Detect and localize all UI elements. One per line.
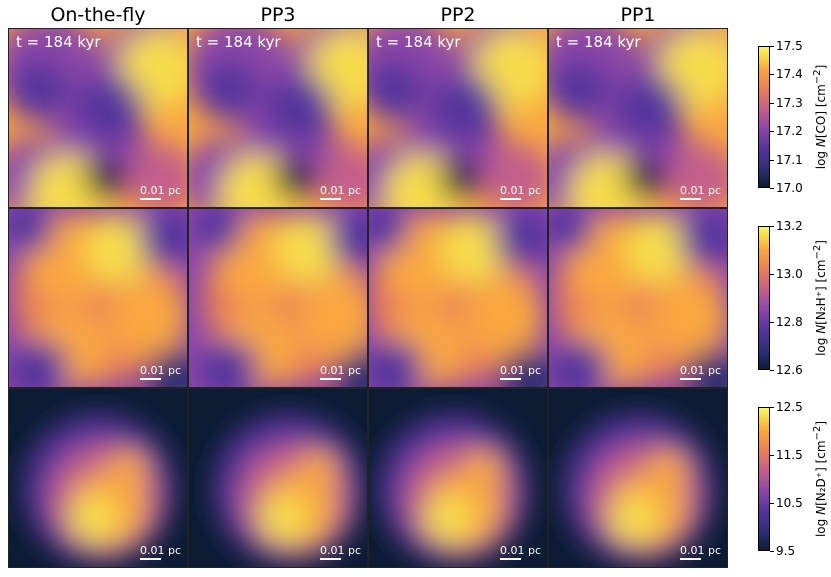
scale-bar-label: 0.01 pc — [139, 544, 181, 560]
column-title-pp2: PP2 — [440, 4, 476, 26]
heatmap-panel-r1-c4: t = 184 kyr 0.01 pc — [548, 28, 728, 208]
scale-bar-label: 0.01 pc — [319, 364, 361, 380]
colorbar-n2d — [758, 407, 770, 551]
heatmap-image — [189, 29, 367, 207]
column-title-pp3: PP3 — [260, 4, 296, 26]
heatmap-image — [189, 209, 367, 387]
heatmap-image — [549, 209, 727, 387]
tick-label: 17.2 — [776, 124, 803, 138]
scale-bar-label: 0.01 pc — [499, 544, 541, 560]
column-title-pp1: PP1 — [620, 4, 656, 26]
scale-bar — [319, 558, 341, 560]
heatmap-panel-r1-c3: t = 184 kyr 0.01 pc — [368, 28, 548, 208]
scale-bar-label: 0.01 pc — [139, 364, 181, 380]
scale-bar — [499, 198, 521, 200]
tick-label: 10.5 — [776, 496, 803, 510]
time-label: t = 184 kyr — [556, 33, 641, 51]
heatmap-image — [369, 209, 547, 387]
heatmap-image — [369, 29, 547, 207]
tick-label: 9.5 — [776, 544, 796, 558]
tick-label: 12.8 — [776, 315, 803, 329]
scale-bar — [139, 198, 161, 200]
scale-bar — [139, 558, 161, 560]
tick-label: 17.1 — [776, 153, 803, 167]
colorbar-n2h — [758, 226, 770, 370]
heatmap-image — [9, 389, 187, 567]
scale-bar — [679, 198, 701, 200]
column-title-on-the-fly: On-the-fly — [50, 4, 146, 26]
heatmap-panel-r3-c1: 0.01 pc — [8, 388, 188, 568]
colorbar-n2h-label: log N[N₂H⁺] [cm−2] — [812, 240, 828, 356]
tick-label: 17.4 — [776, 67, 803, 81]
colorbar-co — [758, 46, 770, 188]
scale-bar — [319, 198, 341, 200]
heatmap-panel-r3-c4: 0.01 pc — [548, 388, 728, 568]
tick-label: 17.5 — [776, 39, 803, 53]
heatmap-panel-r2-c1: 0.01 pc — [8, 208, 188, 388]
scale-bar — [679, 378, 701, 380]
scale-bar-label: 0.01 pc — [499, 364, 541, 380]
scale-bar-label: 0.01 pc — [139, 184, 181, 200]
tick-label: 13.0 — [776, 267, 803, 281]
colorbar-n2d-label: log N[N₂D⁺] [cm−2] — [812, 420, 828, 538]
scale-bar-label: 0.01 pc — [679, 184, 721, 200]
scale-bar-label: 0.01 pc — [319, 544, 361, 560]
heatmap-image — [9, 209, 187, 387]
scale-bar — [139, 378, 161, 380]
colorbar-co-label: log N[CO] [cm−2] — [812, 64, 828, 170]
scale-bar — [499, 378, 521, 380]
time-label: t = 184 kyr — [196, 33, 281, 51]
scale-bar-label: 0.01 pc — [319, 184, 361, 200]
heatmap-panel-r1-c1: t = 184 kyr 0.01 pc — [8, 28, 188, 208]
scale-bar-label: 0.01 pc — [679, 364, 721, 380]
time-label: t = 184 kyr — [16, 33, 101, 51]
heatmap-image — [189, 389, 367, 567]
scale-bar-label: 0.01 pc — [499, 184, 541, 200]
tick-label: 11.5 — [776, 448, 803, 462]
tick-label: 13.2 — [776, 219, 803, 233]
heatmap-image — [549, 29, 727, 207]
heatmap-panel-r1-c2: t = 184 kyr 0.01 pc — [188, 28, 368, 208]
heatmap-panel-r3-c3: 0.01 pc — [368, 388, 548, 568]
tick-label: 12.6 — [776, 363, 803, 377]
heatmap-image — [369, 389, 547, 567]
tick-label: 17.3 — [776, 96, 803, 110]
heatmap-panel-r2-c2: 0.01 pc — [188, 208, 368, 388]
heatmap-image — [9, 29, 187, 207]
scale-bar — [319, 378, 341, 380]
scale-bar — [499, 558, 521, 560]
heatmap-panel-r2-c4: 0.01 pc — [548, 208, 728, 388]
heatmap-panel-r2-c3: 0.01 pc — [368, 208, 548, 388]
heatmap-image — [549, 389, 727, 567]
tick-label: 12.5 — [776, 400, 803, 414]
time-label: t = 184 kyr — [376, 33, 461, 51]
tick-label: 17.0 — [776, 181, 803, 195]
scale-bar — [679, 558, 701, 560]
scale-bar-label: 0.01 pc — [679, 544, 721, 560]
heatmap-panel-r3-c2: 0.01 pc — [188, 388, 368, 568]
